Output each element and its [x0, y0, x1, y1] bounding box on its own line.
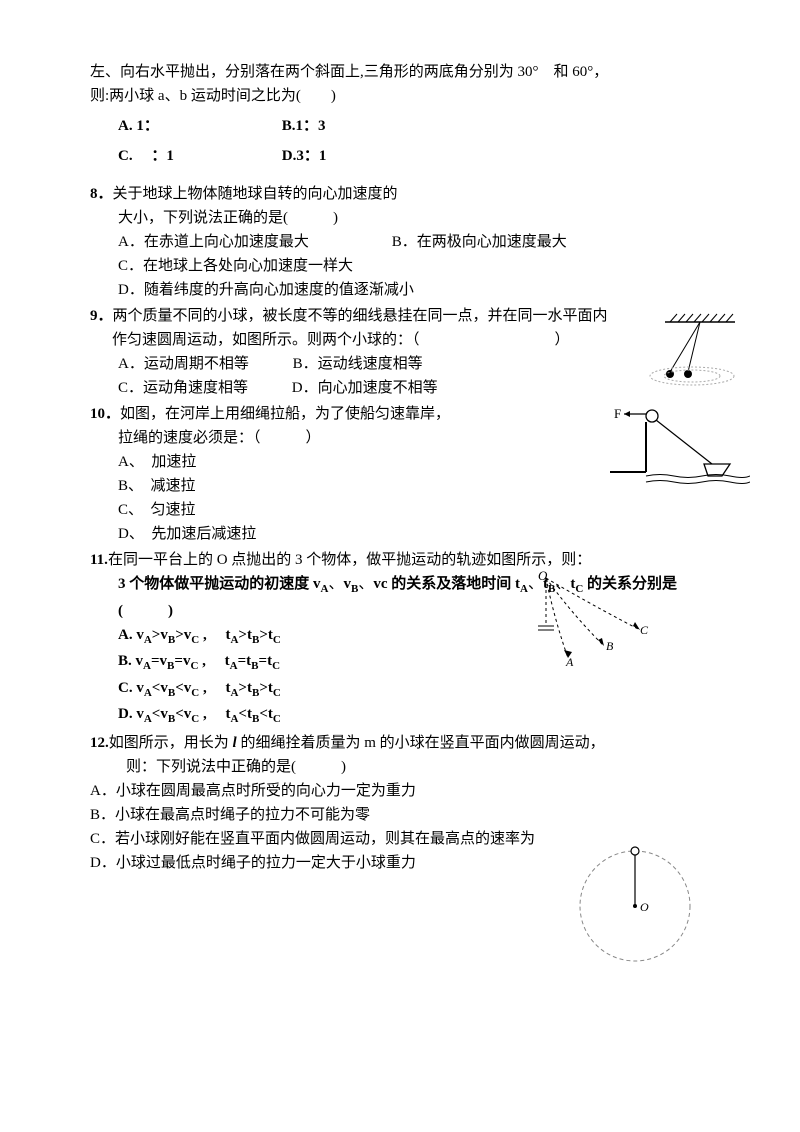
option-c: C. ：1	[118, 144, 278, 168]
figure-boat: F	[610, 404, 750, 494]
svg-text:O: O	[640, 900, 649, 914]
option-d: D．向心加速度不相等	[292, 376, 438, 400]
option-b: B．小球在最高点时绳子的拉力不可能为零	[90, 807, 370, 823]
stem: 如图所示，用长为 l 的细绳拴着质量为 m 的小球在竖直平面内做圆周运动，	[109, 735, 605, 751]
q-number: 8．	[90, 186, 113, 202]
q7-stem-cont: 左、向右水平抛出，分别落在两个斜面上,三角形的两底角分别为 30° 和 60°，…	[90, 60, 730, 108]
svg-text:B: B	[606, 639, 614, 653]
stem: 两个质量不同的小球，被长度不等的细线悬挂在同一点，并在同一水平面内	[113, 308, 608, 324]
stem: 在同一平台上的 O 点抛出的 3 个物体，做平抛运动的轨迹如图所示，则：	[108, 552, 591, 568]
question-12: 12.如图所示，用长为 l 的细绳拴着质量为 m 的小球在竖直平面内做圆周运动，…	[90, 731, 730, 1005]
option-d: D．随着纬度的升高向心加速度的值逐渐减小	[118, 282, 414, 298]
option-c: C、 匀速拉	[118, 502, 196, 518]
option-a: A. 1：	[118, 114, 278, 138]
option-c: C. vA<vB<vC , tA>tB>tC	[90, 676, 730, 703]
option-b: B、 减速拉	[118, 478, 196, 494]
option-b: B.1：3	[282, 114, 442, 138]
q-number: 11.	[90, 552, 108, 568]
text: 左、向右水平抛出，分别落在两个斜面上,三角形的两底角分别为 30° 和 60°，	[90, 64, 608, 80]
option-d: D.3：1	[282, 144, 442, 168]
option-b: B．运动线速度相等	[293, 352, 423, 376]
stem: 大小，下列说法正确的是( )	[90, 210, 338, 226]
options: A．在赤道上向心加速度最大 B．在两极向心加速度最大	[90, 230, 730, 254]
option-a: A．在赤道上向心加速度最大	[118, 230, 388, 254]
stem: 则：下列说法中正确的是( )	[90, 759, 346, 775]
question-9: 9．两个质量不同的小球，被长度不等的细线悬挂在同一点，并在同一水平面内 作匀速圆…	[90, 304, 730, 400]
option-a: A．运动周期不相等	[118, 352, 249, 376]
q-number: 10．	[90, 406, 120, 422]
stem: 关于地球上物体随地球自转的向心加速度的	[113, 186, 398, 202]
option-c: C．若小球刚好能在竖直平面内做圆周运动，则其在最高点的速率为	[90, 831, 535, 847]
option-d: D．小球过最低点时绳子的拉力一定大于小球重力	[90, 855, 416, 871]
stem: 拉绳的速度必须是：（ ）	[90, 430, 321, 446]
figure-pendulum	[630, 310, 750, 390]
stem: 作匀速圆周运动，如图所示。则两个小球的：（ ）	[90, 332, 570, 348]
svg-text:C: C	[640, 623, 649, 637]
option-d: D. vA<vB<vC , tA<tB<tC	[90, 702, 730, 729]
figure-projectile: O A B C	[510, 568, 670, 668]
question-8: 8．关于地球上物体随地球自转的向心加速度的 大小，下列说法正确的是( ) A．在…	[90, 182, 730, 302]
question-11: 11.在同一平台上的 O 点抛出的 3 个物体，做平抛运动的轨迹如图所示，则： …	[90, 548, 730, 729]
option-b: B．在两极向心加速度最大	[392, 234, 567, 250]
option-c: C．运动角速度相等	[118, 376, 248, 400]
q7-options-row2: C. ：1 D.3：1	[90, 144, 730, 168]
option-a: A、 加速拉	[118, 454, 196, 470]
figure-vertical-circle: O	[570, 841, 700, 971]
q7-options-row1: A. 1： B.1：3	[90, 114, 730, 138]
option-a: A．小球在圆周最高点时所受的向心力一定为重力	[90, 783, 416, 799]
option-c: C．在地球上各处向心加速度一样大	[118, 258, 353, 274]
q-number: 12.	[90, 735, 109, 751]
option-d: D、 先加速后减速拉	[118, 526, 256, 542]
svg-text:F: F	[614, 406, 621, 421]
text: 则:两小球 a、b 运动时间之比为( )	[90, 88, 336, 104]
question-10: 10．如图，在河岸上用细绳拉船，为了使船匀速靠岸， 拉绳的速度必须是：（ ） A…	[90, 402, 730, 546]
stem: 如图，在河岸上用细绳拉船，为了使船匀速靠岸，	[120, 406, 450, 422]
svg-text:A: A	[565, 655, 574, 668]
q-number: 9．	[90, 308, 113, 324]
